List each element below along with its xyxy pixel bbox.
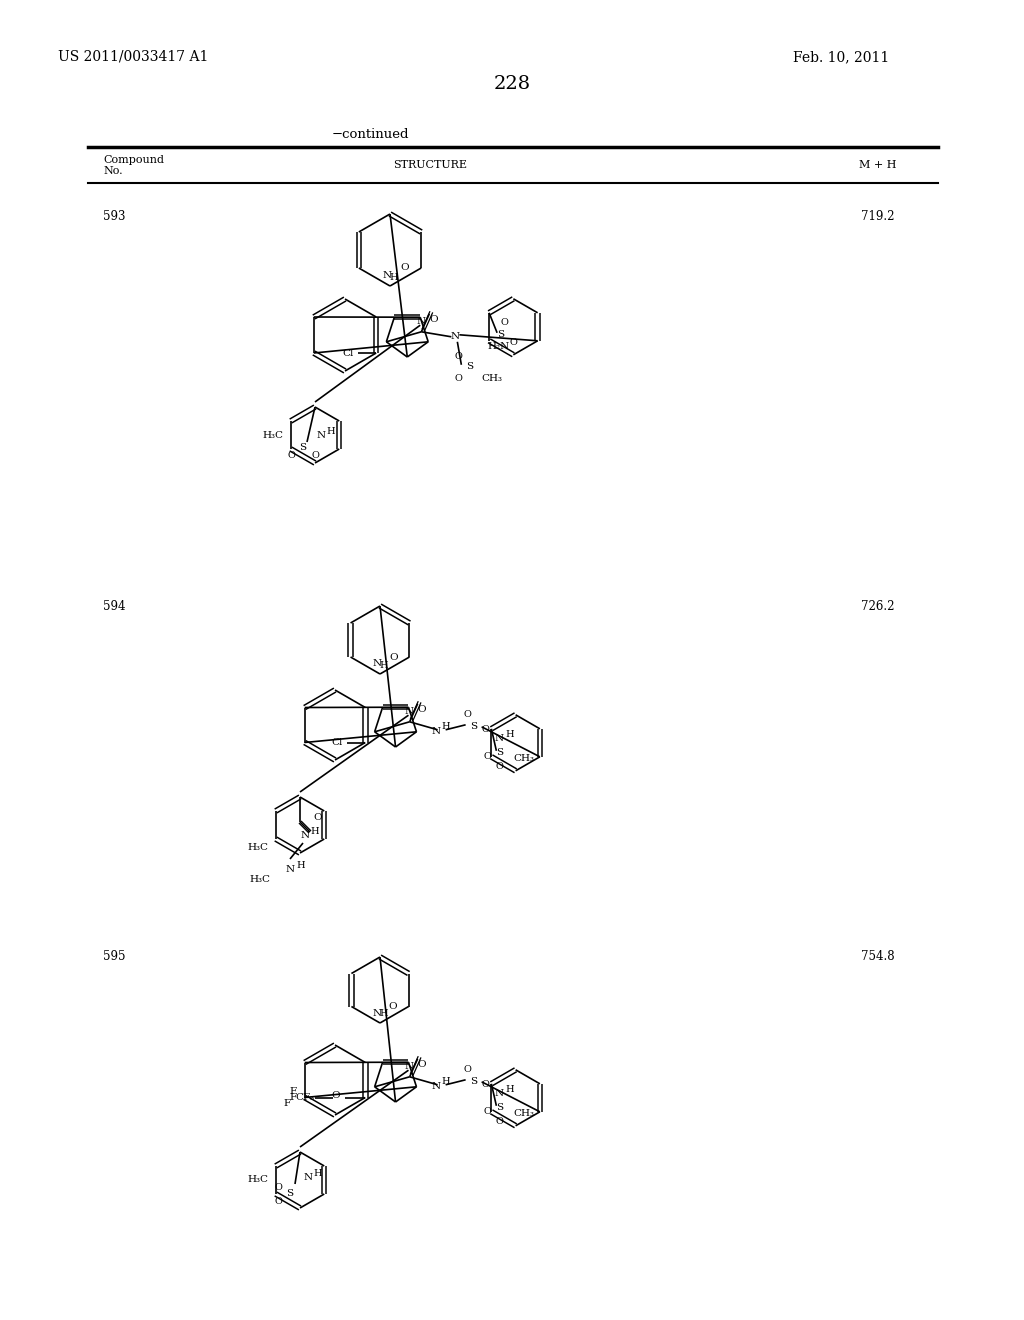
Text: O: O — [496, 1117, 504, 1126]
Text: H₃C: H₃C — [262, 430, 283, 440]
Text: H: H — [441, 722, 450, 731]
Text: S: S — [287, 1189, 294, 1199]
Text: O: O — [418, 705, 426, 714]
Text: H: H — [297, 861, 305, 870]
Text: −continued: −continued — [331, 128, 409, 141]
Text: H: H — [390, 272, 398, 281]
Text: O: O — [311, 450, 318, 459]
Text: H: H — [327, 426, 335, 436]
Text: O: O — [389, 652, 397, 661]
Text: 228: 228 — [494, 75, 530, 92]
Text: S: S — [498, 330, 505, 339]
Text: H₃C: H₃C — [247, 842, 268, 851]
Text: N: N — [316, 430, 326, 440]
Text: O: O — [496, 762, 504, 771]
Text: H: H — [380, 1010, 388, 1019]
Text: F: F — [290, 1086, 297, 1096]
Text: O: O — [287, 450, 295, 459]
Text: N: N — [404, 1061, 414, 1071]
Text: US 2011/0033417 A1: US 2011/0033417 A1 — [58, 50, 208, 63]
Text: O: O — [331, 1092, 340, 1100]
Text: N: N — [451, 333, 460, 342]
Text: S: S — [470, 722, 477, 731]
Text: N: N — [431, 1082, 440, 1092]
Text: O: O — [455, 352, 462, 362]
Text: N: N — [404, 706, 414, 715]
Text: CH₃: CH₃ — [513, 1109, 535, 1118]
Text: N: N — [431, 727, 440, 737]
Text: Compound: Compound — [103, 154, 164, 165]
Text: No.: No. — [103, 166, 123, 176]
Text: H: H — [441, 1077, 450, 1086]
Text: O: O — [418, 1060, 426, 1069]
Text: F: F — [290, 1093, 297, 1102]
Text: H₃C: H₃C — [249, 874, 270, 883]
Text: N: N — [495, 734, 504, 743]
Text: 719.2: 719.2 — [861, 210, 895, 223]
Text: CH₃: CH₃ — [481, 375, 503, 383]
Text: H: H — [505, 1085, 514, 1094]
Text: N: N — [373, 660, 382, 668]
Text: N: N — [417, 317, 426, 326]
Text: O: O — [400, 264, 410, 272]
Text: H: H — [380, 660, 388, 669]
Text: N: N — [373, 1008, 382, 1018]
Text: S: S — [466, 362, 473, 371]
Text: O: O — [274, 1197, 282, 1206]
Text: 593: 593 — [103, 210, 126, 223]
Text: 754.8: 754.8 — [861, 950, 895, 964]
Text: O: O — [429, 315, 437, 325]
Text: M + H: M + H — [859, 160, 897, 170]
Text: H: H — [310, 826, 319, 836]
Text: N: N — [495, 1089, 504, 1098]
Text: H₃C: H₃C — [247, 1176, 268, 1184]
Text: O: O — [481, 1080, 489, 1089]
Text: N: N — [303, 1173, 312, 1183]
Text: S: S — [470, 1077, 477, 1086]
Text: N: N — [382, 272, 391, 281]
Text: 594: 594 — [103, 601, 126, 612]
Text: O: O — [481, 725, 489, 734]
Text: O: O — [509, 338, 517, 347]
Text: CH₃: CH₃ — [513, 754, 535, 763]
Text: O: O — [313, 813, 323, 821]
Text: O: O — [455, 375, 462, 383]
Text: 726.2: 726.2 — [861, 601, 895, 612]
Text: H₂N: H₂N — [487, 342, 509, 351]
Text: Cl: Cl — [342, 348, 354, 358]
Text: O: O — [464, 1065, 472, 1074]
Text: Feb. 10, 2011: Feb. 10, 2011 — [793, 50, 889, 63]
Text: O: O — [464, 710, 472, 719]
Text: STRUCTURE: STRUCTURE — [393, 160, 467, 170]
Text: F: F — [284, 1100, 291, 1107]
Text: O: O — [388, 1002, 397, 1011]
Text: N: N — [300, 830, 309, 840]
Text: CF₃: CF₃ — [296, 1093, 314, 1102]
Text: O: O — [500, 318, 508, 327]
Text: H: H — [313, 1170, 323, 1179]
Text: H: H — [505, 730, 514, 739]
Text: S: S — [496, 1104, 503, 1113]
Text: O: O — [274, 1184, 282, 1192]
Text: S: S — [299, 442, 306, 451]
Text: N: N — [286, 865, 295, 874]
Text: S: S — [496, 748, 503, 758]
Text: Cl: Cl — [332, 738, 343, 747]
Text: O: O — [483, 752, 492, 762]
Text: 595: 595 — [103, 950, 126, 964]
Text: O: O — [483, 1107, 492, 1117]
